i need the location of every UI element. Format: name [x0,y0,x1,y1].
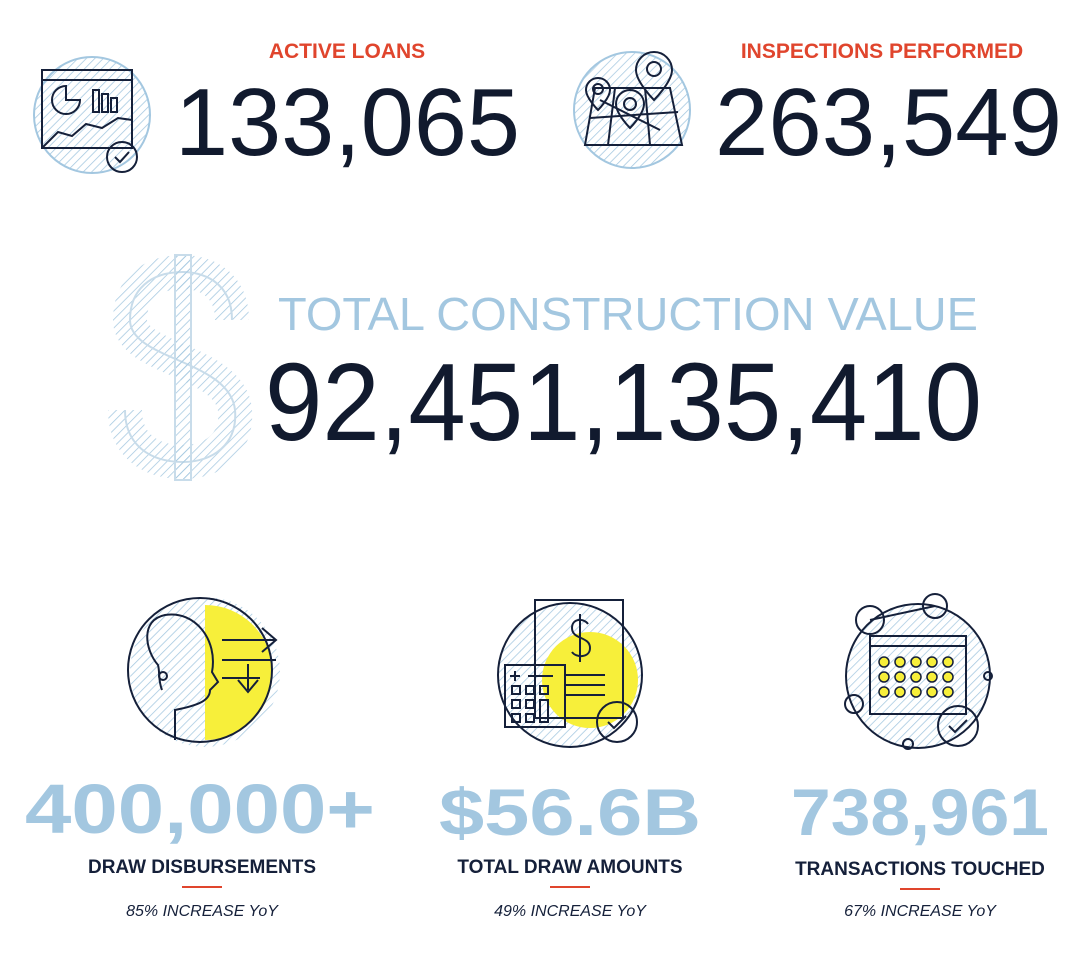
map-icon [573,50,691,169]
stat-value: 738,961 [791,775,1049,849]
loans-icon [33,56,151,174]
stat-label: TOTAL DRAW AMOUNTS [457,857,682,878]
stat-label: DRAW DISBURSEMENTS [88,857,316,878]
head-icon [127,597,280,747]
stat-value: 400,000+ [25,770,375,848]
stat-value: 263,549 [715,69,1062,176]
stat-value: $56.6B [439,775,701,849]
stat-note: 49% INCREASE YoY [494,903,647,920]
stat-note: 67% INCREASE YoY [844,903,997,920]
network-icon [844,593,993,750]
total-label: TOTAL CONSTRUCTION VALUE [278,288,978,340]
dollar-icon [108,254,253,481]
stat-label: INSPECTIONS PERFORMED [741,40,1023,63]
total-value: 92,451,135,410 [265,341,982,464]
receipt-icon [497,599,643,748]
stat-label: ACTIVE LOANS [269,40,425,63]
stat-value: 133,065 [175,69,520,176]
stat-note: 85% INCREASE YoY [126,903,279,920]
stat-label: TRANSACTIONS TOUCHED [795,859,1045,880]
